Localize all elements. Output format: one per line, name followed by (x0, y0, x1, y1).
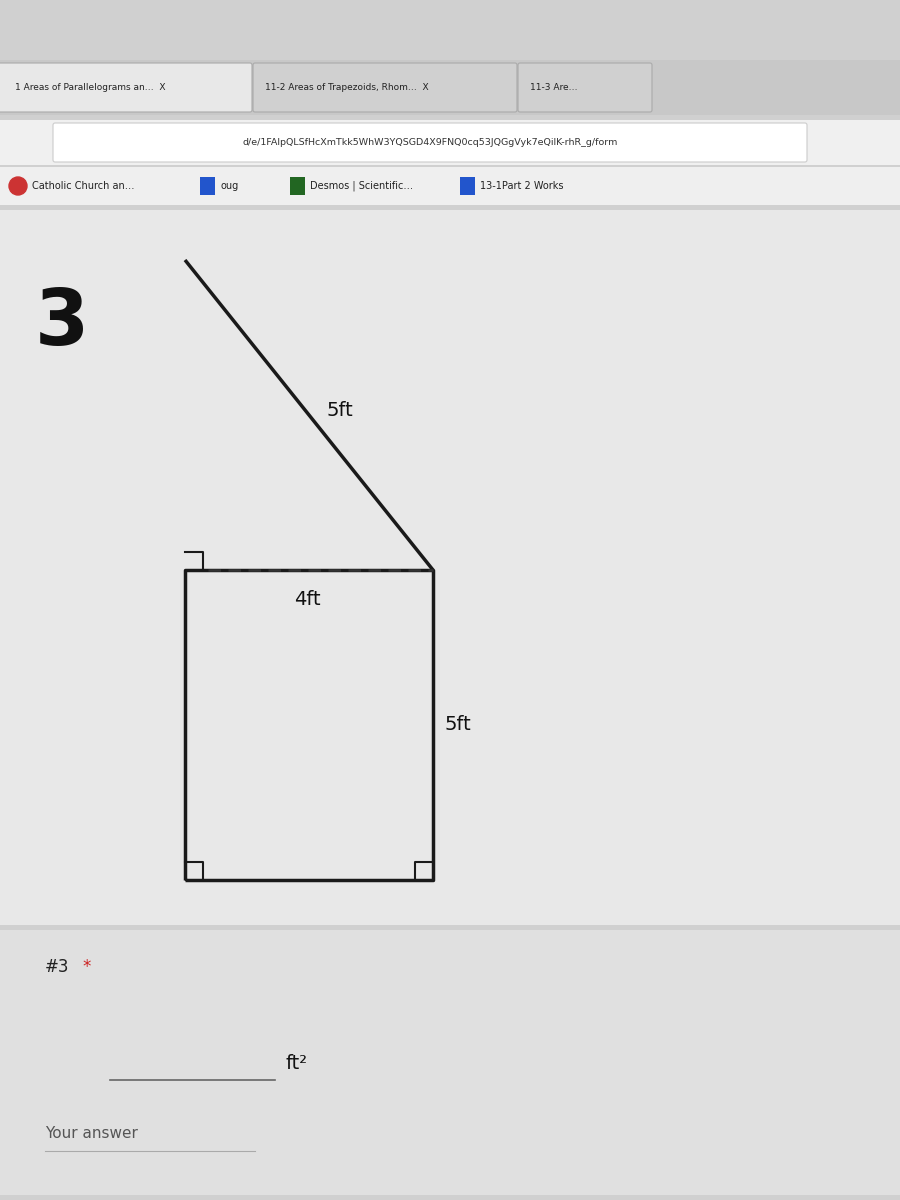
FancyBboxPatch shape (53, 122, 807, 162)
Text: Desmos | Scientific…: Desmos | Scientific… (310, 181, 413, 191)
Text: 5ft: 5ft (445, 715, 472, 734)
Bar (0, 60, 900, 115)
FancyBboxPatch shape (253, 62, 517, 112)
Bar (0, 210, 900, 925)
Bar (200, 178, 215, 196)
Text: 1 Areas of Parallelograms an…  X: 1 Areas of Parallelograms an… X (15, 84, 166, 92)
Text: ft²: ft² (285, 1054, 307, 1073)
Text: Catholic Church an…: Catholic Church an… (32, 181, 134, 191)
Text: d/e/1FAlpQLSfHcXmTkk5WhW3YQSGD4X9FNQ0cq53JQGgVyk7eQilK-rhR_g/form: d/e/1FAlpQLSfHcXmTkk5WhW3YQSGD4X9FNQ0cq5… (242, 138, 617, 146)
Text: 11-2 Areas of Trapezoids, Rhom…  X: 11-2 Areas of Trapezoids, Rhom… X (265, 84, 428, 92)
Text: oug: oug (220, 181, 238, 191)
Text: 11-3 Are…: 11-3 Are… (530, 84, 578, 92)
Bar (0, 930, 900, 1195)
Bar (0, 120, 900, 164)
Bar (290, 178, 305, 196)
Text: 3: 3 (35, 284, 89, 361)
FancyBboxPatch shape (518, 62, 652, 112)
Text: Your answer: Your answer (45, 1126, 138, 1140)
Bar (0, 167, 900, 205)
Text: 13-1Part 2 Works: 13-1Part 2 Works (480, 181, 563, 191)
Bar (460, 178, 475, 196)
Text: *: * (82, 958, 90, 976)
Text: #3: #3 (45, 958, 69, 976)
Text: 4ft: 4ft (294, 590, 320, 610)
Circle shape (9, 178, 27, 196)
FancyBboxPatch shape (0, 62, 252, 112)
Text: 5ft: 5ft (327, 401, 354, 420)
